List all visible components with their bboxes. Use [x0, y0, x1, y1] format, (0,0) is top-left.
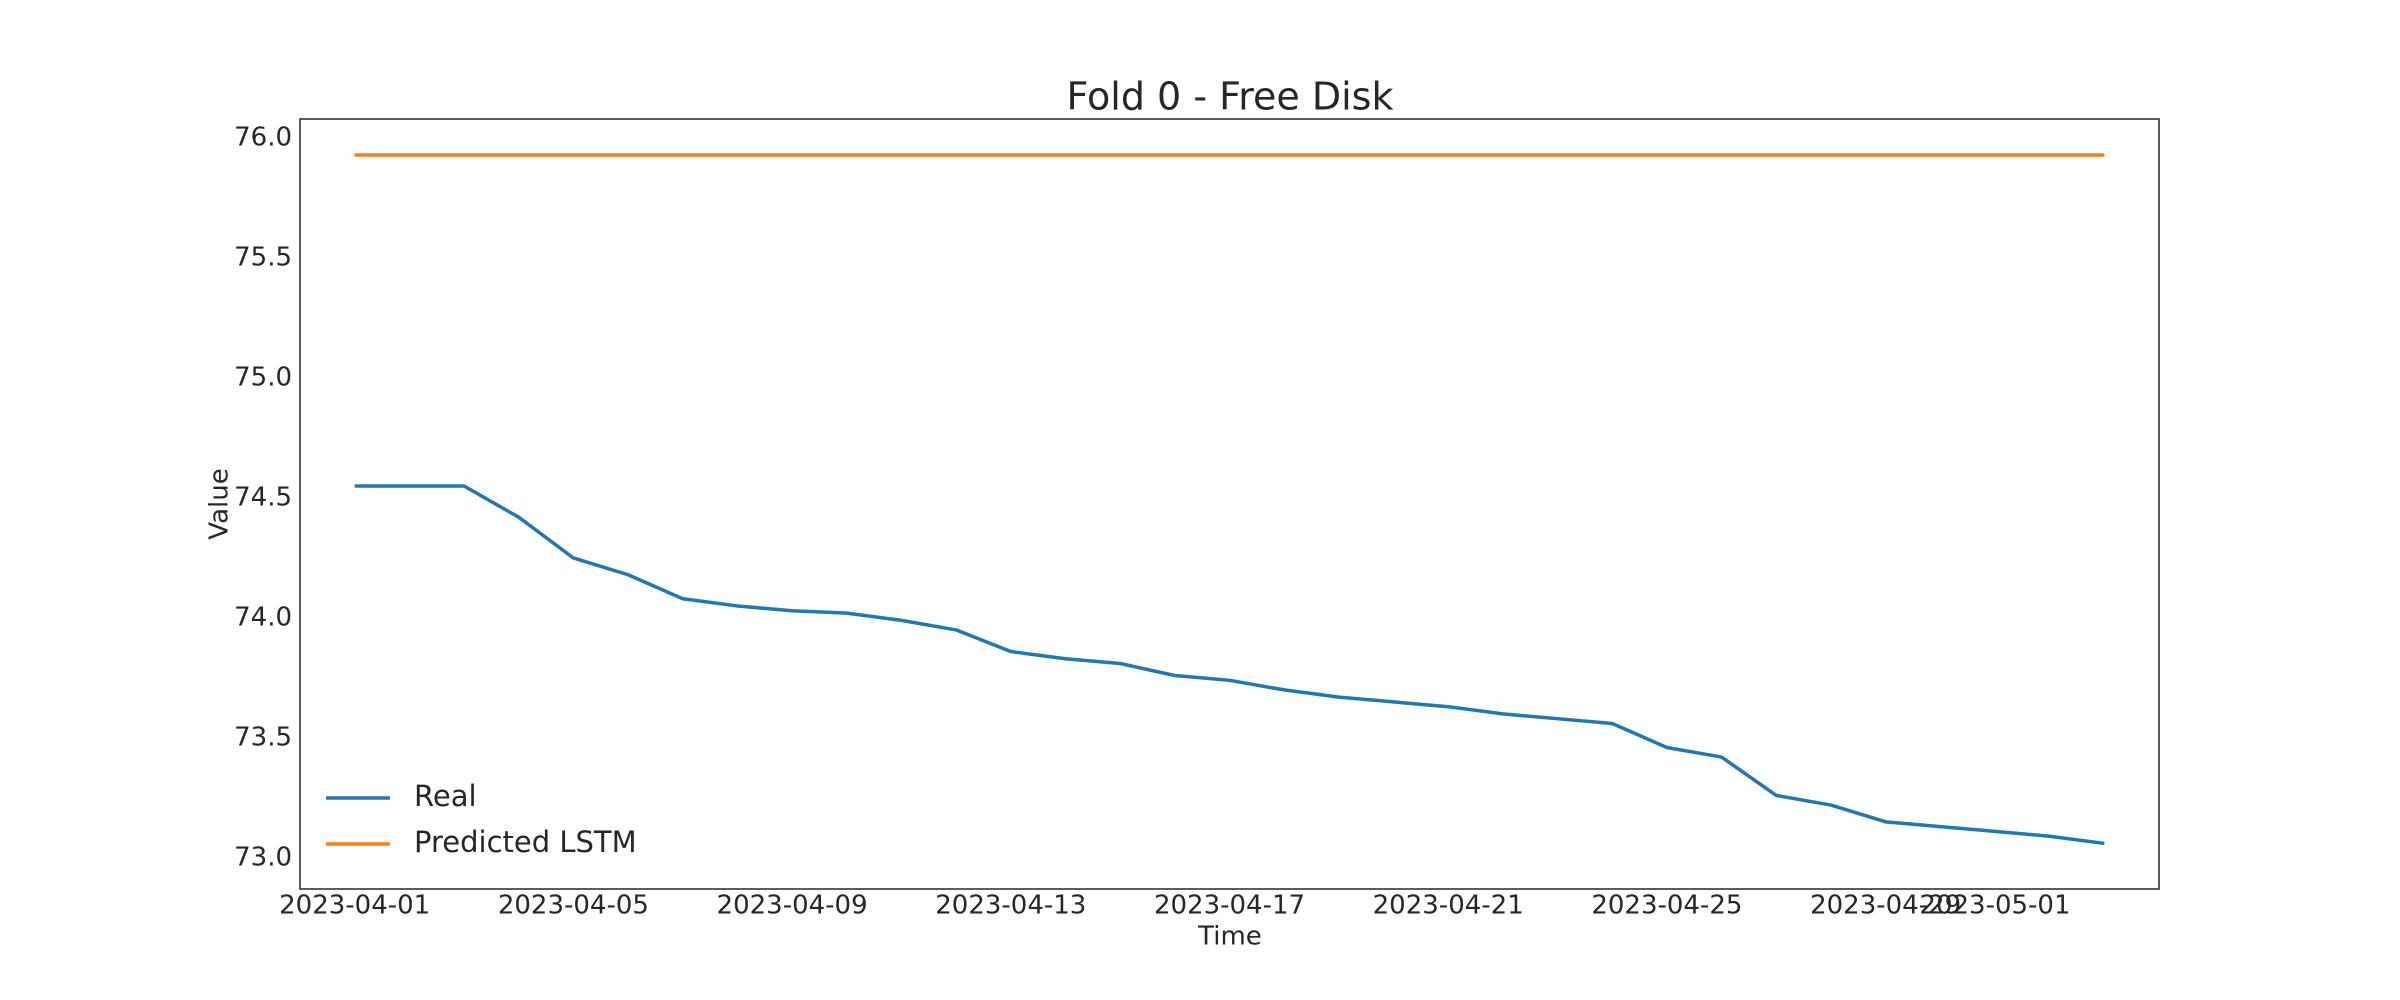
line-series — [354, 484, 2105, 846]
x-tick-label: 2023-04-17 — [1154, 891, 1305, 921]
x-tick-label: 2023-04-09 — [717, 891, 868, 921]
chart-title: Fold 0 - Free Disk — [1067, 75, 1394, 119]
y-tick-label: 75.0 — [234, 363, 292, 393]
legend-label: Predicted LSTM — [414, 825, 637, 859]
y-tick-label: 75.5 — [234, 243, 292, 273]
y-tick-label: 74.0 — [234, 602, 292, 632]
y-tick-label: 74.5 — [234, 483, 292, 513]
y-axis-label: Value — [205, 468, 235, 539]
y-tick-label: 73.0 — [234, 842, 292, 872]
x-axis-label: Time — [1197, 922, 1262, 952]
x-tick-label: 2023-05-01 — [1919, 891, 2070, 921]
x-tick-label: 2023-04-01 — [279, 891, 430, 921]
y-tick-label: 73.5 — [234, 722, 292, 752]
x-tick-label: 2023-04-21 — [1373, 891, 1524, 921]
x-tick-label: 2023-04-25 — [1591, 891, 1742, 921]
x-tick-label: 2023-04-29 — [1810, 891, 1961, 921]
plot-frame — [299, 118, 2160, 890]
x-tick-label: 2023-04-13 — [935, 891, 1086, 921]
y-tick-label: 76.0 — [234, 123, 292, 153]
legend-label: Real — [414, 779, 477, 813]
x-tick-label: 2023-04-05 — [498, 891, 649, 921]
